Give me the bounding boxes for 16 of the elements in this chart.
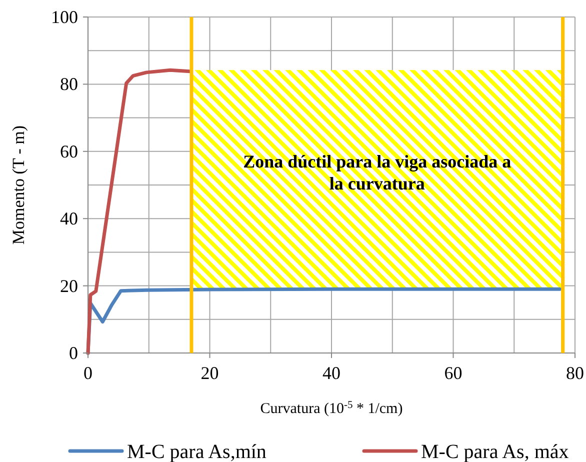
y-tick-label: 0 — [69, 343, 78, 363]
y-axis-title: Momento (T - m) — [9, 125, 28, 245]
y-tick-label: 60 — [60, 141, 78, 162]
x-tick-label: 60 — [444, 363, 462, 383]
y-tick-label: 40 — [60, 208, 78, 229]
x-tick-label: 40 — [322, 363, 340, 383]
y-tick-label: 20 — [60, 276, 78, 296]
legend-label: M-C para As, máx — [421, 441, 569, 462]
legend-label: M-C para As,mín — [127, 441, 266, 462]
x-tick-label: 0 — [84, 363, 92, 383]
y-tick-label: 80 — [60, 74, 78, 94]
x-tick-label: 20 — [200, 363, 219, 383]
line-series — [86, 68, 192, 355]
x-tick-label: 80 — [566, 363, 584, 383]
y-tick-label: 100 — [51, 7, 78, 27]
x-axis-title: Curvatura (10$^{-5}$ * 1/cm) — [260, 400, 403, 417]
